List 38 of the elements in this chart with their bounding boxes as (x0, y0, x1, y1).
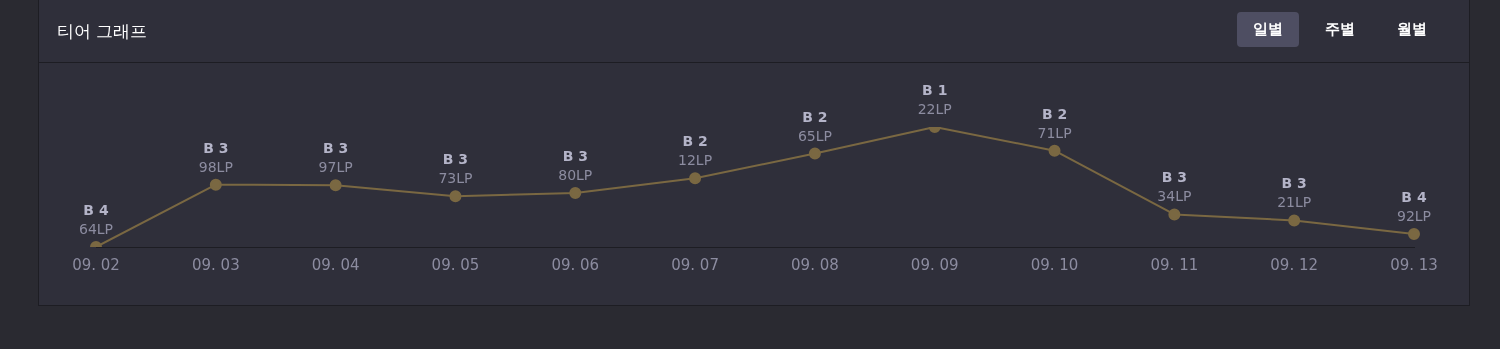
x-tick-label: 09. 02 (72, 255, 120, 274)
data-label: B 4 64LP (78, 202, 114, 237)
point (808, 147, 821, 160)
point (1288, 214, 1301, 227)
x-tick-label: 09. 08 (791, 255, 839, 274)
data-label: B 3 97LP (318, 140, 353, 176)
data-label: B 4 92LP (1396, 188, 1432, 224)
data-label: B 2 71LP (1037, 105, 1072, 141)
text: 월별 (1396, 19, 1428, 40)
point (569, 187, 582, 200)
x-tick-label: 09. 03 (191, 255, 240, 274)
data-label: B 3 21LP (1277, 175, 1312, 211)
data-label: B 3 98LP (198, 139, 233, 175)
point (329, 179, 342, 192)
point (449, 190, 462, 203)
point (689, 172, 702, 185)
data-label: B 3 73LP (438, 151, 473, 187)
x-tick-label: 09. 13 (1390, 255, 1438, 274)
data-label: B 3 34LP (1157, 169, 1192, 205)
x-tick-label: 09. 04 (311, 255, 360, 274)
x-tick-label: 09. 06 (551, 255, 600, 274)
x-tick-label: 09. 11 (1150, 255, 1199, 274)
text: 일별 (1237, 12, 1299, 47)
point (1408, 227, 1420, 240)
x-tick-label: 09. 09 (910, 255, 959, 274)
data-label: B 3 80LP (558, 148, 593, 184)
x-tick-label: 09. 05 (431, 255, 480, 274)
data-label: B 1 22LP (917, 82, 952, 117)
x-tick-label: 09. 07 (671, 255, 719, 274)
text: 주별 (1324, 19, 1356, 40)
point (209, 178, 222, 191)
x-tick-label: 09. 10 (1030, 255, 1079, 274)
x-tick-label: 09. 12 (1270, 255, 1319, 274)
data-label: B 2 12LP (678, 133, 713, 169)
point (1168, 208, 1181, 221)
data-label: B 2 65LP (797, 108, 832, 144)
chart-title: 티어 그래프 (57, 20, 148, 43)
point (1048, 144, 1061, 157)
